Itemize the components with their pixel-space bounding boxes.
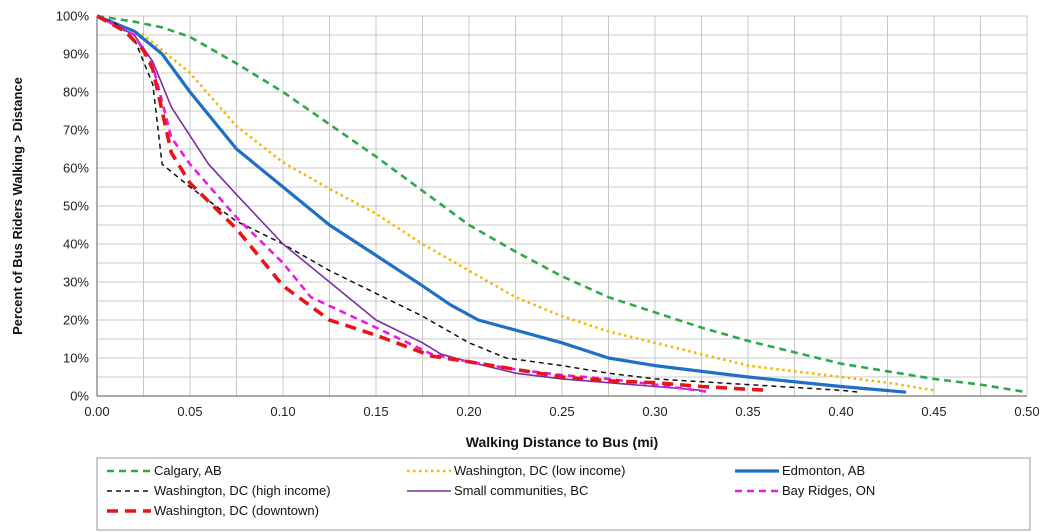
y-tick-label: 50% bbox=[63, 199, 89, 214]
legend-label: Small communities, BC bbox=[454, 483, 588, 498]
y-tick-label: 90% bbox=[63, 47, 89, 62]
legend-item-washington-dc-high-income: Washington, DC (high income) bbox=[107, 483, 331, 498]
series-line-small-communities-bc bbox=[96, 15, 702, 392]
legend-label: Washington, DC (downtown) bbox=[154, 503, 319, 518]
y-axis-title: Percent of Bus Riders Walking > Distance bbox=[10, 77, 25, 335]
x-tick-label: 0.20 bbox=[456, 404, 481, 419]
x-tick-label: 0.15 bbox=[363, 404, 388, 419]
y-tick-label: 70% bbox=[63, 123, 89, 138]
x-tick-label: 0.35 bbox=[735, 404, 760, 419]
legend-item-washington-dc-low-income: Washington, DC (low income) bbox=[407, 463, 625, 478]
x-tick-label: 0.10 bbox=[270, 404, 295, 419]
legend-label: Bay Ridges, ON bbox=[782, 483, 875, 498]
legend-item-washington-dc-downtown: Washington, DC (downtown) bbox=[107, 503, 319, 518]
series-line-edmonton-ab bbox=[96, 14, 907, 394]
y-tick-label: 20% bbox=[63, 313, 89, 328]
x-tick-label: 0.25 bbox=[549, 404, 574, 419]
legend-item-edmonton-ab: Edmonton, AB bbox=[735, 463, 865, 478]
legend-item-small-communities-bc: Small communities, BC bbox=[407, 483, 588, 498]
legend: Calgary, AB Washington, DC (low income) Ed… bbox=[96, 457, 1031, 531]
legend-label: Washington, DC (low income) bbox=[454, 463, 625, 478]
x-tick-label: 0.05 bbox=[177, 404, 202, 419]
legend-item-bay-ridges-on: Bay Ridges, ON bbox=[735, 483, 875, 498]
y-tick-label: 40% bbox=[63, 237, 89, 252]
tick-labels: 0.00 0.05 0.10 0.15 0.20 0.25 0.30 0.35 0.40 0.45… bbox=[56, 9, 1040, 420]
x-tick-label: 0.45 bbox=[921, 404, 946, 419]
x-tick-label: 0.00 bbox=[84, 404, 109, 419]
series-line-washington-dc-low-income bbox=[96, 14, 935, 392]
series-line-bay-ridges-on bbox=[96, 14, 711, 394]
series-lines bbox=[96, 14, 1028, 394]
series-line-washington-dc-downtown bbox=[96, 14, 767, 393]
x-tick-label: 0.50 bbox=[1014, 404, 1039, 419]
x-tick-label: 0.40 bbox=[828, 404, 853, 419]
y-tick-label: 80% bbox=[63, 85, 89, 100]
y-tick-label: 60% bbox=[63, 161, 89, 176]
grid bbox=[96, 15, 1028, 397]
legend-box bbox=[96, 457, 1031, 531]
y-tick-label: 30% bbox=[63, 275, 89, 290]
axes bbox=[96, 16, 1027, 397]
legend-item-calgary-ab: Calgary, AB bbox=[107, 463, 222, 478]
series-line-calgary-ab bbox=[96, 14, 1028, 394]
y-tick-label: 0% bbox=[70, 389, 89, 404]
legend-label: Edmonton, AB bbox=[782, 463, 865, 478]
y-tick-label: 10% bbox=[63, 351, 89, 366]
x-tick-label: 0.30 bbox=[642, 404, 667, 419]
legend-label: Washington, DC (high income) bbox=[154, 483, 331, 498]
y-tick-label: 100% bbox=[56, 9, 90, 24]
x-axis-title: Walking Distance to Bus (mi) bbox=[466, 434, 658, 450]
legend-label: Calgary, AB bbox=[154, 463, 222, 478]
series-line-washington-dc-high-income bbox=[96, 15, 860, 393]
